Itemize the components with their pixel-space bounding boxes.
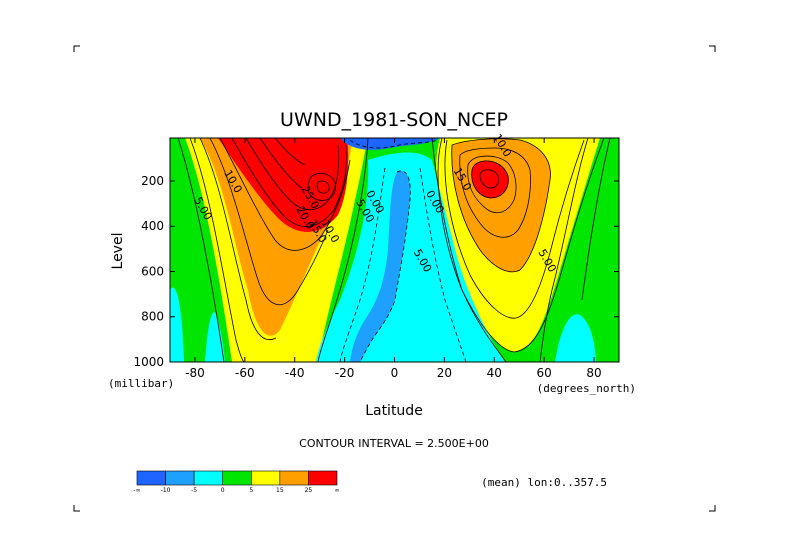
y-tick-label: 800: [141, 310, 164, 324]
x-tick-label: 80: [586, 366, 601, 380]
y-tick-label: 200: [141, 174, 164, 188]
y-axis: 200 400 600 800 1000: [133, 174, 619, 369]
north-20-region: [471, 160, 509, 198]
x-tick-label: 40: [487, 366, 502, 380]
x-tick-label: -80: [185, 366, 205, 380]
colorbar-label: 25: [305, 487, 313, 494]
colorbar-label: ∞: [335, 487, 340, 494]
x-tick-label: -60: [235, 366, 255, 380]
tropical-easterly-region: [316, 152, 505, 362]
colorbar-label: 0: [221, 487, 225, 494]
x-axis-units: (degrees_north): [537, 382, 636, 395]
polar-east-north: [555, 314, 596, 362]
x-tick-label: 20: [437, 366, 452, 380]
colorbar-label: 5: [249, 487, 253, 494]
colorbar-label: -5: [191, 487, 197, 494]
colorbar-box: [165, 470, 195, 486]
colorbar-box: [222, 470, 252, 486]
x-axis: -80 -60 -40 -20 0 20 40 60 80: [185, 138, 602, 380]
polar-east-south-2: [205, 312, 225, 362]
contour-interval-text: CONTOUR INTERVAL = 2.500E+00: [299, 437, 489, 450]
y-axis-label: Level: [110, 233, 126, 270]
colorbar-label: -10: [161, 487, 171, 494]
colorbar-label: 15: [276, 487, 284, 494]
y-tick-label: 600: [141, 264, 164, 278]
contour-lines: [177, 138, 611, 362]
negative-contours: [339, 139, 467, 362]
x-tick-label: 60: [537, 366, 552, 380]
polar-east-south: [170, 287, 184, 362]
x-tick-label: -40: [285, 366, 305, 380]
crop-marks: [73, 45, 716, 512]
x-axis-label: Latitude: [365, 403, 423, 419]
colorbar-box: [250, 470, 281, 486]
colorbar-label: -∞: [133, 487, 140, 494]
colorbar-box: [308, 470, 338, 486]
x-tick-label: 0: [391, 366, 399, 380]
y-tick-label: 1000: [133, 355, 164, 369]
colorbar: -∞ -10 -5 0 5 15 25 ∞: [133, 470, 340, 494]
mean-lon-text: (mean) lon:0..357.5: [481, 476, 607, 489]
chart-title: UWND_1981-SON_NCEP: [280, 109, 508, 131]
y-axis-units: (millibar): [108, 377, 174, 390]
tropical-strong-easterly-region: [350, 170, 411, 362]
y-tick-label: 400: [141, 219, 164, 233]
colorbar-box: [136, 470, 166, 486]
colorbar-box: [279, 470, 309, 486]
south-20-region: [218, 138, 349, 232]
plot-area: [170, 138, 619, 362]
x-tick-label: -20: [335, 366, 355, 380]
colorbar-box: [193, 470, 224, 486]
